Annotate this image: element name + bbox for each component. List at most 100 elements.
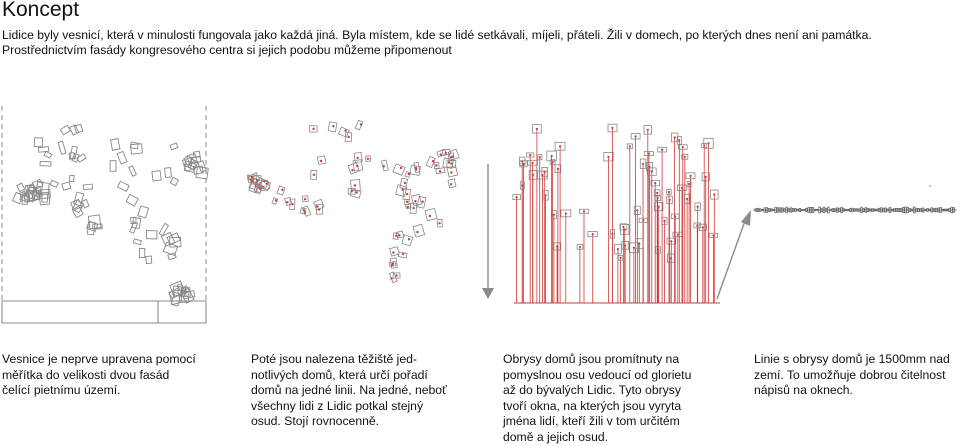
window-outline bbox=[935, 207, 938, 213]
house-outline bbox=[630, 133, 641, 140]
window-outline bbox=[818, 206, 821, 214]
centroid-dot bbox=[286, 201, 289, 204]
centroid-dot bbox=[551, 160, 554, 164]
window-outline bbox=[829, 209, 832, 211]
window-outline bbox=[897, 207, 901, 212]
centroid-dot bbox=[401, 188, 404, 191]
house-outline bbox=[710, 189, 719, 200]
house-outline bbox=[186, 152, 198, 166]
centroid-dot bbox=[668, 198, 671, 201]
centroid-dot bbox=[281, 188, 284, 191]
window-outline bbox=[866, 208, 870, 212]
centroid-dot bbox=[707, 142, 710, 145]
house-outline bbox=[657, 146, 667, 153]
window-outline bbox=[844, 208, 848, 212]
house-outline bbox=[554, 164, 562, 174]
house-outline bbox=[686, 180, 692, 187]
centroid-dot bbox=[564, 212, 567, 215]
window-outline bbox=[928, 208, 931, 212]
house-outline bbox=[151, 170, 162, 182]
house-outline bbox=[587, 231, 598, 238]
house-outline bbox=[76, 153, 87, 163]
window-outline bbox=[926, 208, 929, 212]
centroid-dot bbox=[616, 248, 620, 251]
window-outline bbox=[783, 208, 786, 212]
window-outline bbox=[796, 208, 799, 212]
house-outline bbox=[71, 152, 80, 163]
house-outline bbox=[71, 205, 84, 219]
house-outline bbox=[158, 222, 170, 237]
house-outline bbox=[73, 191, 85, 207]
window-outline bbox=[862, 208, 865, 212]
window-outline bbox=[908, 208, 912, 212]
centroid-dot bbox=[641, 162, 645, 165]
house-outline bbox=[685, 172, 696, 180]
window-outline bbox=[871, 208, 874, 212]
house-outline bbox=[160, 231, 176, 247]
window-outline bbox=[798, 207, 802, 212]
house-outline bbox=[337, 126, 350, 138]
house-outline bbox=[603, 152, 614, 162]
house-outline bbox=[11, 191, 24, 205]
house-outline bbox=[698, 223, 707, 231]
window-outline bbox=[899, 208, 903, 212]
house-outline bbox=[519, 160, 528, 168]
centroid-dot bbox=[319, 159, 323, 163]
house-outline bbox=[684, 193, 691, 205]
centroid-dot bbox=[650, 170, 653, 173]
window-outline bbox=[803, 208, 806, 211]
centroid-dot bbox=[701, 226, 704, 229]
house-outline bbox=[352, 159, 364, 172]
window-outline bbox=[789, 207, 793, 213]
house-outline bbox=[424, 207, 438, 222]
centroid-dot bbox=[451, 155, 454, 158]
page-title: Koncept bbox=[2, 0, 80, 21]
house-outline bbox=[638, 217, 648, 223]
window-outline bbox=[836, 207, 839, 213]
window-outline bbox=[946, 208, 949, 212]
caption-line: domě a jejich osud. bbox=[503, 429, 609, 444]
centroid-dot bbox=[696, 205, 699, 208]
window-outline bbox=[847, 208, 850, 212]
house-outline bbox=[435, 167, 446, 175]
house-outline bbox=[676, 136, 682, 145]
house-outline bbox=[646, 161, 654, 172]
centroid-dot bbox=[657, 205, 660, 208]
house-outline bbox=[109, 160, 117, 172]
centroid-dot bbox=[642, 219, 645, 222]
house-outline bbox=[404, 203, 412, 210]
centroid-dot bbox=[421, 200, 424, 203]
house-outline bbox=[666, 237, 677, 245]
window-outline bbox=[805, 207, 808, 212]
window-outline bbox=[921, 207, 925, 213]
house-outline bbox=[183, 163, 196, 173]
house-outline bbox=[49, 179, 59, 189]
centroid-dot bbox=[636, 209, 639, 212]
house-outline bbox=[447, 148, 460, 161]
house-outline bbox=[436, 148, 447, 158]
window-outline bbox=[924, 208, 927, 212]
house-outline bbox=[701, 172, 710, 182]
house-outline bbox=[284, 196, 293, 207]
centroid-dot bbox=[435, 164, 438, 167]
house-outline bbox=[678, 144, 688, 150]
centroid-dot bbox=[619, 256, 622, 259]
centroid-dot bbox=[713, 193, 716, 196]
house-outline bbox=[347, 187, 356, 195]
centroid-dot bbox=[654, 182, 657, 185]
house-outline bbox=[614, 243, 622, 255]
house-outline bbox=[57, 140, 67, 155]
centroid-dot bbox=[350, 190, 353, 193]
window-outline bbox=[939, 207, 942, 213]
house-outline bbox=[81, 198, 90, 209]
centroid-dot bbox=[438, 222, 441, 225]
centroid-dot bbox=[623, 228, 626, 231]
house-outline bbox=[546, 150, 557, 162]
window-outline bbox=[759, 208, 762, 212]
centroid-dot bbox=[303, 211, 307, 214]
centroid-dot bbox=[696, 224, 699, 227]
centroid-dot bbox=[656, 191, 659, 194]
window-outline bbox=[904, 206, 907, 214]
house-outline bbox=[258, 179, 272, 192]
window-outline bbox=[774, 206, 777, 213]
